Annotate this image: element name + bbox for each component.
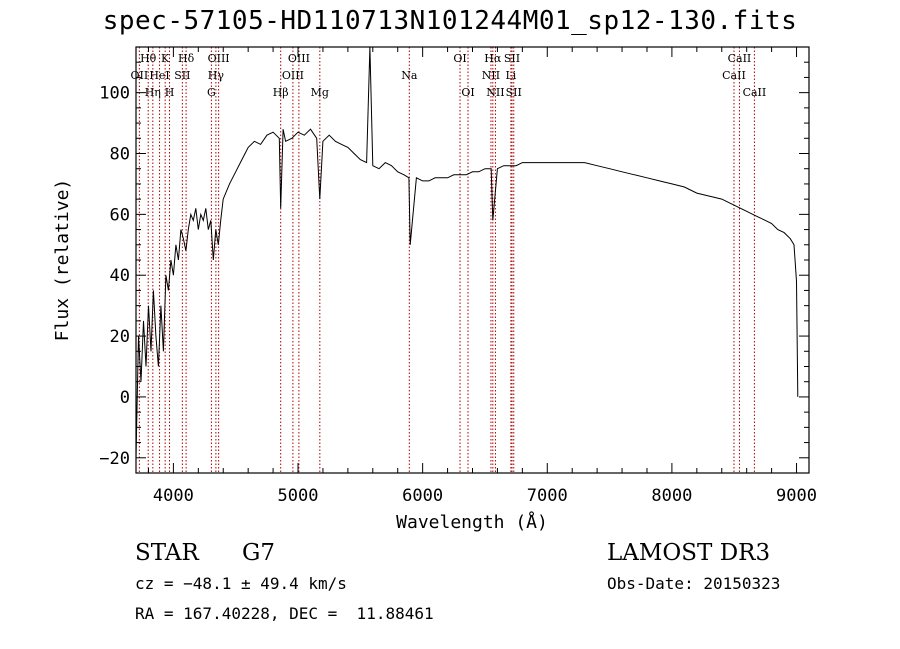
survey-name: LAMOST DR3 bbox=[607, 540, 771, 566]
plot-frame bbox=[135, 46, 810, 474]
line-id-label: OIII bbox=[282, 69, 304, 82]
line-id-label: Hη bbox=[145, 86, 161, 99]
line-id-label: CaII bbox=[722, 69, 746, 82]
chart-title: spec-57105-HD110713N101244M01_sp12-130.f… bbox=[102, 6, 798, 36]
spectrum-chart: 4000 5000 6000 7000 8000 9000 −20 0 20 40 60 80 100… bbox=[52, 46, 817, 533]
x-axis-label: Wavelength (Å) bbox=[396, 511, 548, 533]
spectrum-line bbox=[135, 46, 799, 458]
coordinates: RA = 167.40228, DEC = 11.88461 bbox=[135, 604, 434, 623]
line-id-label: Hγ bbox=[208, 69, 225, 82]
line-id-label: H bbox=[165, 86, 175, 99]
line-id-label: Hδ bbox=[178, 52, 195, 65]
y-tick-label: 40 bbox=[110, 266, 130, 286]
x-tick-label: 5000 bbox=[278, 486, 319, 506]
y-tick-label: 60 bbox=[110, 205, 130, 225]
x-tick-label: 4000 bbox=[153, 486, 194, 506]
line-id-label: OI bbox=[461, 86, 474, 99]
y-tick-label: −20 bbox=[99, 449, 130, 469]
x-tick-label: 7000 bbox=[527, 486, 568, 506]
line-id-label: Hβ bbox=[273, 86, 289, 99]
x-tick-label: 9000 bbox=[776, 486, 817, 506]
line-id-label: CaII bbox=[743, 86, 767, 99]
line-id-label: SII bbox=[504, 52, 520, 65]
line-id-label: CaII bbox=[728, 52, 752, 65]
line-id-label: OII bbox=[131, 69, 149, 82]
observation-date: Obs-Date: 20150323 bbox=[607, 574, 781, 593]
line-id-label: SII bbox=[174, 69, 190, 82]
line-id-label: HeI bbox=[149, 69, 169, 82]
line-id-label: OIII bbox=[288, 52, 310, 65]
line-id-label: OIII bbox=[208, 52, 230, 65]
y-tick-label: 0 bbox=[120, 388, 130, 408]
line-id-label: OI bbox=[453, 52, 466, 65]
line-id-label: K bbox=[161, 52, 170, 65]
line-id-label: Hθ bbox=[140, 52, 157, 65]
object-class: STAR bbox=[135, 540, 199, 566]
x-tick-label: 6000 bbox=[402, 486, 443, 506]
line-id-label: NII bbox=[486, 86, 504, 99]
x-tick-label: 8000 bbox=[651, 486, 692, 506]
line-id-label: Li bbox=[505, 69, 516, 82]
y-axis-label: Flux (relative) bbox=[52, 179, 73, 342]
line-id-label: Hα bbox=[484, 52, 502, 65]
line-id-label: Na bbox=[401, 69, 418, 82]
object-subclass: G7 bbox=[242, 540, 276, 566]
line-id-label: Mg bbox=[311, 86, 329, 99]
y-tick-label: 100 bbox=[99, 84, 130, 104]
y-tick-label: 20 bbox=[110, 327, 130, 347]
line-id-label: G bbox=[207, 86, 216, 99]
redshift-value: cz = −48.1 ± 49.4 km/s bbox=[135, 574, 347, 593]
line-id-label: SII bbox=[506, 86, 522, 99]
y-tick-label: 80 bbox=[110, 145, 130, 165]
line-id-label: NII bbox=[482, 69, 500, 82]
